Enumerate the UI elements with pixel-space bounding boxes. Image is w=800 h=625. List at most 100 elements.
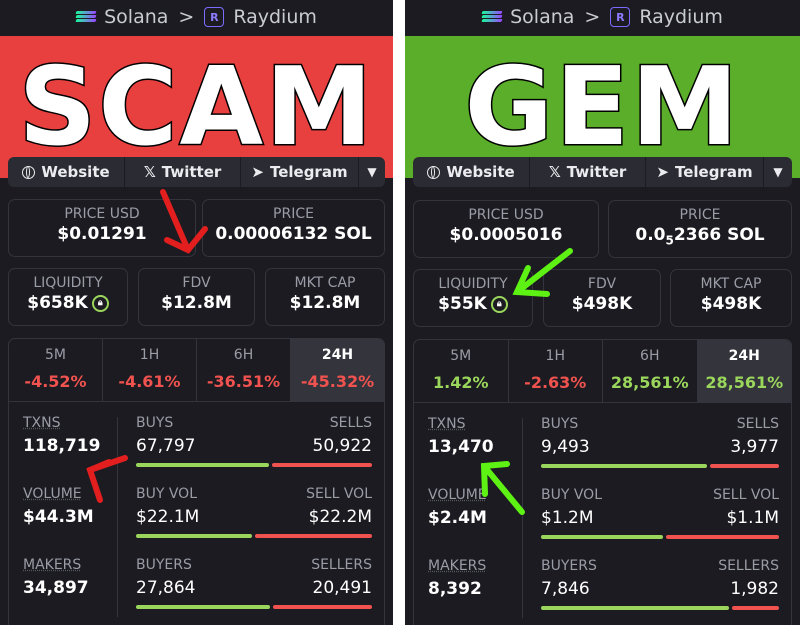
fdv-value: $498K: [571, 294, 633, 314]
sells-label: SELLS: [736, 416, 779, 432]
buyers-value: 7,846: [541, 579, 590, 599]
sell-vol-label: SELL VOL: [713, 487, 779, 503]
mkt-cap-box: MKT CAP $12.8M: [265, 268, 385, 326]
sellers-label: SELLERS: [311, 557, 372, 573]
fdv-label: FDV: [587, 276, 617, 292]
tab-6h[interactable]: 6H -36.51%: [197, 339, 291, 401]
change-6h: -36.51%: [206, 372, 281, 391]
volume-label: VOLUME: [23, 486, 82, 502]
twitter-button[interactable]: 𝕏 Twitter: [530, 157, 646, 187]
globe-icon: [427, 165, 441, 179]
breadcrumb: Solana > R Raydium: [0, 0, 393, 34]
tab-5m[interactable]: 5M -4.52%: [9, 339, 103, 401]
twitter-button[interactable]: 𝕏 Twitter: [125, 157, 241, 187]
website-button[interactable]: Website: [413, 157, 530, 187]
change-5m: 1.42%: [432, 373, 489, 392]
solana-icon: [481, 10, 503, 24]
website-label: Website: [446, 163, 515, 181]
sellers-fill: [273, 605, 372, 609]
buyers-sellers-bar: [541, 606, 779, 610]
column-divider: [117, 417, 118, 617]
sells-fill: [709, 464, 779, 468]
buys-fill: [541, 464, 707, 468]
price-usd-value: $0.0005016: [449, 225, 563, 245]
raydium-icon: R: [204, 7, 225, 27]
lock-icon[interactable]: 🔒︎: [91, 294, 109, 312]
links-bar: Website 𝕏 Twitter ➤ Telegram ▼: [8, 157, 385, 187]
tab-24h[interactable]: 24H 28,561%: [697, 340, 791, 402]
makers-value: 34,897: [23, 578, 89, 598]
price-sol-value: 0.00006132 SOL: [215, 224, 372, 244]
column-divider: [522, 418, 523, 618]
change-1h: -2.63%: [524, 373, 587, 392]
tab-6h[interactable]: 6H 28,561%: [603, 340, 698, 402]
buyers-label: BUYERS: [541, 558, 597, 574]
change-24h: 28,561%: [705, 373, 784, 392]
price-sol-value: 0.052366 SOL: [609, 225, 791, 247]
token-panel-scam: Solana > R Raydium SCAM Website 𝕏 Twitter…: [0, 0, 393, 625]
liquidity-box: LIQUIDITY $658K 🔒︎: [8, 268, 128, 326]
txns-label: TXNS: [23, 415, 61, 431]
tab-24h[interactable]: 24H -45.32%: [291, 339, 384, 401]
buy-vol-label: BUY VOL: [541, 487, 603, 503]
breadcrumb-separator: >: [584, 6, 601, 28]
liquidity-label: LIQUIDITY: [33, 275, 103, 291]
more-links-button[interactable]: ▼: [764, 165, 792, 179]
makers-label: MAKERS: [428, 558, 487, 574]
more-links-button[interactable]: ▼: [359, 165, 385, 179]
liquidity-value: $55K: [438, 294, 487, 314]
buys-label: BUYS: [136, 415, 174, 431]
twitter-label: Twitter: [161, 163, 222, 181]
liquidity-value: $658K: [27, 293, 88, 313]
txns-value: 118,719: [23, 436, 101, 456]
price-usd-box: PRICE USD $0.0005016: [413, 200, 599, 258]
sellers-label: SELLERS: [718, 558, 779, 574]
mkt-cap-box: MKT CAP $498K: [670, 269, 792, 327]
txns-value: 13,470: [428, 437, 494, 457]
gem-banner: GEM: [405, 36, 800, 178]
telegram-button[interactable]: ➤ Telegram: [646, 157, 764, 187]
fdv-box: FDV $12.8M: [138, 268, 255, 326]
price-sol-label: PRICE: [273, 206, 314, 222]
buy-vol-fill: [541, 535, 664, 539]
website-label: Website: [41, 163, 110, 181]
txns-label: TXNS: [428, 416, 466, 432]
makers-label: MAKERS: [23, 557, 82, 573]
sellers-value: 1,982: [730, 579, 779, 599]
website-button[interactable]: Website: [8, 157, 125, 187]
volume-bar: [541, 535, 779, 539]
tab-5m[interactable]: 5M 1.42%: [414, 340, 509, 402]
telegram-button[interactable]: ➤ Telegram: [241, 157, 359, 187]
buys-label: BUYS: [541, 416, 579, 432]
tab-24h-label: 24H: [321, 347, 354, 363]
price-sol-prefix: 0.0: [635, 225, 666, 245]
solana-icon: [75, 10, 97, 24]
buyers-fill: [136, 605, 271, 609]
price-sol-box: PRICE 0.052366 SOL: [608, 200, 792, 258]
makers-value: 8,392: [428, 579, 482, 599]
buy-vol-value: $1.2M: [541, 508, 594, 528]
tab-1h[interactable]: 1H -2.63%: [509, 340, 603, 402]
breadcrumb-chain[interactable]: Solana: [104, 6, 169, 28]
change-5m: -4.52%: [24, 372, 87, 391]
buy-vol-fill: [136, 534, 253, 538]
breadcrumb-dex[interactable]: Raydium: [233, 6, 317, 28]
sells-label: SELLS: [329, 415, 372, 431]
price-usd-label: PRICE USD: [468, 207, 544, 223]
fdv-value: $12.8M: [161, 293, 232, 313]
volume-value: $44.3M: [23, 507, 94, 527]
buy-vol-label: BUY VOL: [136, 486, 198, 502]
volume-value: $2.4M: [428, 508, 487, 528]
sell-vol-fill: [666, 535, 779, 539]
breadcrumb-dex[interactable]: Raydium: [639, 6, 723, 28]
tab-1h[interactable]: 1H -4.61%: [103, 339, 197, 401]
lock-icon[interactable]: 🔒︎: [490, 295, 508, 313]
breadcrumb-chain[interactable]: Solana: [510, 6, 575, 28]
x-icon: 𝕏: [143, 163, 156, 181]
volume-label: VOLUME: [428, 487, 487, 503]
chevron-down-icon: ▼: [367, 165, 377, 179]
price-usd-box: PRICE USD $0.01291: [8, 199, 196, 257]
split-column: BUYS SELLS 67,797 50,922 BUY VOL SELL VOL $…: [136, 415, 372, 625]
price-usd-value: $0.01291: [57, 224, 147, 244]
tab-1h-label: 1H: [545, 348, 565, 364]
